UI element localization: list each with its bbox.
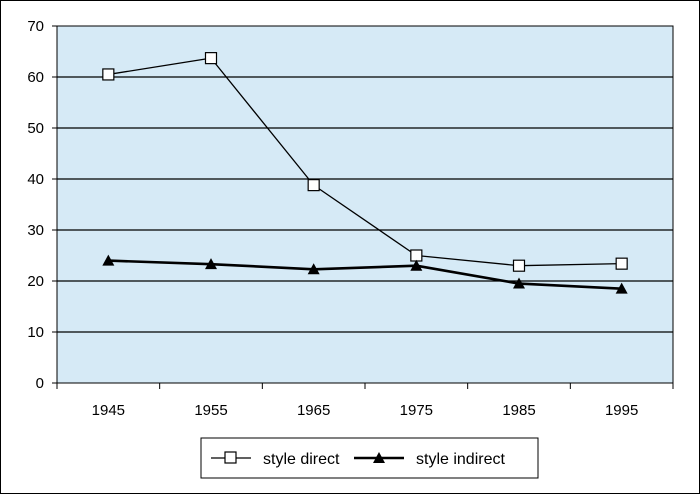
plot-area xyxy=(56,25,674,384)
y-tick-label: 70 xyxy=(27,18,44,35)
gridlines xyxy=(57,76,673,333)
axes: 0 10 20 30 40 50 60 70 1945 1955 1965 1975 1985 1995 xyxy=(27,18,674,419)
series-line-direct xyxy=(108,57,622,267)
x-tick-label-1945: 1945 xyxy=(92,402,125,419)
x-tick-label-1975: 1975 xyxy=(400,402,433,419)
y-tick-label: 10 xyxy=(27,324,44,341)
legend-marker-indirect xyxy=(373,452,385,463)
legend-marker-direct xyxy=(224,451,237,464)
legend-label-direct: style direct xyxy=(263,451,340,468)
point-indirect-1955 xyxy=(205,258,217,270)
legend: style direct style indirect xyxy=(200,437,539,479)
legend-label-indirect: style indirect xyxy=(416,451,505,468)
point-direct-1985 xyxy=(512,259,526,272)
point-direct-1945 xyxy=(102,68,115,81)
y-tick-label: 0 xyxy=(36,375,44,392)
y-tick-label: 40 xyxy=(27,171,44,188)
point-direct-1955 xyxy=(204,52,218,65)
x-tick-label-1995: 1995 xyxy=(605,402,638,419)
point-indirect-1975 xyxy=(410,259,423,271)
x-tick-label-1965: 1965 xyxy=(297,402,330,419)
point-direct-1975 xyxy=(410,249,423,262)
point-indirect-1965 xyxy=(307,263,320,275)
series-line-indirect xyxy=(108,259,622,290)
x-tick-label-1985: 1985 xyxy=(502,402,535,419)
point-indirect-1945 xyxy=(102,254,115,266)
y-tick-label: 20 xyxy=(27,273,44,290)
series xyxy=(102,52,628,294)
point-indirect-1985 xyxy=(513,277,525,289)
y-tick-label: 50 xyxy=(27,120,44,137)
point-direct-1965 xyxy=(307,179,320,192)
x-tick-label-1955: 1955 xyxy=(194,402,227,419)
y-tick-label: 60 xyxy=(27,69,44,86)
y-tick-label: 30 xyxy=(27,222,44,239)
point-direct-1995 xyxy=(615,257,628,270)
point-indirect-1995 xyxy=(615,282,628,294)
